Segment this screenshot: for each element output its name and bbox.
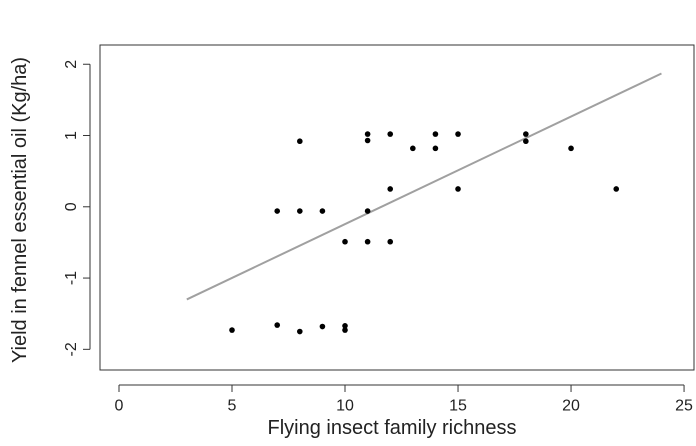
y-tick-label: -2 (63, 342, 80, 356)
point (342, 323, 348, 329)
point (613, 186, 620, 192)
point (297, 138, 303, 145)
point (387, 131, 394, 137)
y-tick-label: 2 (63, 60, 80, 69)
fit-line (186, 72, 662, 301)
point (364, 208, 371, 214)
point (364, 131, 371, 137)
point (410, 145, 416, 152)
point (274, 208, 281, 214)
x-tick-label: 25 (675, 397, 693, 414)
y-tick-label: 0 (63, 202, 80, 211)
point (297, 328, 303, 335)
x-tick-label: 0 (115, 397, 124, 414)
point (364, 137, 371, 144)
point (342, 238, 348, 245)
y-tick-label: 1 (63, 131, 80, 140)
point (319, 323, 326, 330)
point (523, 131, 529, 137)
y-tick-label: -1 (63, 271, 80, 285)
plot-frame (99, 44, 695, 371)
point (432, 145, 439, 152)
point (342, 327, 348, 333)
x-tick-label: 15 (449, 397, 467, 414)
point (455, 131, 461, 137)
y-axis-title: Yield in fennel essential oil (Kg/ha) (9, 57, 31, 363)
point (319, 208, 326, 214)
point (229, 327, 235, 333)
point (523, 138, 529, 145)
point (274, 322, 281, 328)
point (364, 238, 371, 245)
point (297, 208, 303, 214)
point (455, 186, 461, 192)
x-axis-title: Flying insect family richness (268, 417, 517, 439)
point (387, 186, 394, 192)
x-tick-label: 5 (228, 397, 237, 414)
x-tick-label: 10 (336, 397, 354, 414)
point (568, 145, 574, 152)
x-tick-label: 20 (562, 397, 580, 414)
point (387, 238, 394, 245)
point (432, 131, 439, 137)
